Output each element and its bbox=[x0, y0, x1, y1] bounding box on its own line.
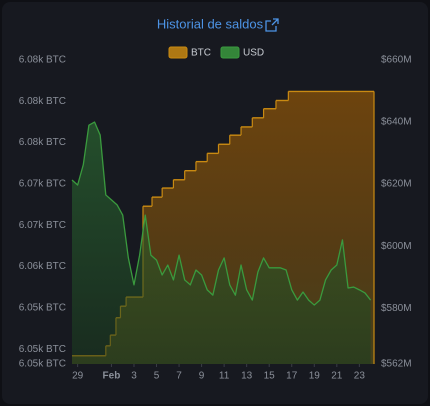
x-tick-label: 11 bbox=[219, 371, 230, 382]
x-tick-label: 29 bbox=[72, 371, 84, 382]
y2-tick-label: $562M bbox=[381, 359, 412, 370]
x-tick-label: 23 bbox=[354, 371, 366, 382]
usd-area bbox=[72, 122, 371, 364]
y2-tick-label: $600M bbox=[381, 241, 412, 252]
x-tick-label: 21 bbox=[331, 371, 343, 382]
x-tick-label: 13 bbox=[241, 371, 253, 382]
x-tick-label: 3 bbox=[131, 371, 137, 382]
legend-label: BTC bbox=[191, 48, 211, 59]
y2-tick-label: $640M bbox=[381, 117, 412, 128]
usd-line bbox=[71, 121, 372, 306]
x-tick-label: Feb bbox=[103, 371, 121, 382]
legend-swatch bbox=[220, 46, 240, 59]
y-tick-label: 6.08k BTC bbox=[19, 96, 66, 107]
y2-tick-label: $620M bbox=[381, 179, 412, 190]
y-tick-label: 6.06k BTC bbox=[19, 261, 66, 272]
chart-title: Historial de saldos bbox=[157, 16, 264, 31]
y-tick-label: 6.05k BTC bbox=[19, 359, 66, 370]
y2-tick-label: $660M bbox=[381, 55, 412, 66]
y-tick-label: 6.05k BTC bbox=[19, 344, 66, 355]
x-tick-label: 7 bbox=[176, 371, 182, 382]
x-tick-label: 9 bbox=[199, 371, 205, 382]
y-tick-label: 6.05k BTC bbox=[19, 302, 66, 313]
y-tick-label: 6.08k BTC bbox=[19, 137, 66, 148]
legend: BTC USD bbox=[168, 46, 264, 59]
x-tick-label: 5 bbox=[154, 371, 160, 382]
y-tick-label: 6.07k BTC bbox=[19, 220, 66, 231]
y-tick-label: 6.08k BTC bbox=[19, 55, 66, 66]
plot-area bbox=[71, 90, 375, 367]
external-link-icon[interactable] bbox=[265, 18, 279, 32]
y-tick-label: 6.07k BTC bbox=[19, 179, 66, 190]
x-tick-label: 15 bbox=[264, 371, 276, 382]
legend-label: USD bbox=[243, 48, 264, 59]
x-tick-label: 17 bbox=[286, 371, 298, 382]
y2-tick-label: $580M bbox=[381, 303, 412, 314]
x-tick-label: 19 bbox=[309, 371, 321, 382]
legend-swatch bbox=[168, 46, 188, 59]
